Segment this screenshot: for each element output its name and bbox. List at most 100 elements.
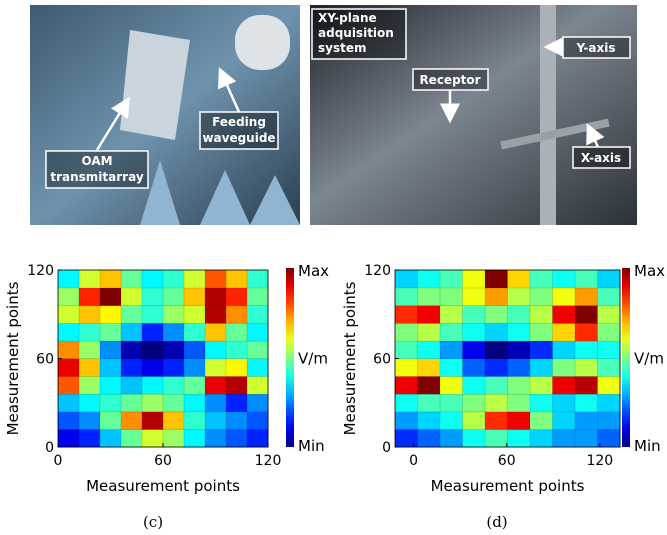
heatmap-cell [463,412,486,430]
y-axis-label: Measurement points [341,281,359,435]
heatmap-cell [598,429,621,447]
heatmap-cell [226,305,247,323]
heatmap-cell [440,376,463,394]
heatmap-cell [553,376,576,394]
heatmap-cell [205,305,226,323]
heatmap-cell [530,429,553,447]
heatmap-cell [205,359,226,377]
heatmap-cell [205,412,226,430]
heatmap-cell [184,323,205,341]
heatmap-cell [163,288,184,306]
heatmap-cell [121,429,142,447]
heatmap-cell [100,359,121,377]
heatmap-cell [598,359,621,377]
heatmap-cell [553,359,576,377]
heatmap-cell [440,323,463,341]
heatmap-cell [163,429,184,447]
heatmap-cell [508,341,531,359]
heatmap-cell [530,394,553,412]
heatmap-cell [184,412,205,430]
heatmap-cell [247,376,268,394]
heatmap-cell [440,270,463,288]
rail-shape [540,5,556,225]
heatmap-cell [58,270,79,288]
heatmap-cell [142,376,163,394]
colorbar [286,268,294,447]
heatmap-cell [163,394,184,412]
heatmap-cell [247,412,268,430]
heatmap-cell [485,429,508,447]
photo-label: Y-axis [576,41,616,55]
heatmap-cell [440,359,463,377]
heatmap-cell [163,323,184,341]
heatmap-cell [440,412,463,430]
heatmap-cell [485,341,508,359]
colorbar-label: V/m [634,350,664,368]
heatmap-cell [530,288,553,306]
heatmap-cell [121,394,142,412]
heatmap-cell [79,288,100,306]
heatmap-cell [58,412,79,430]
heatmap-cell [395,376,418,394]
heatmap-cell [247,305,268,323]
heatmap-cell [463,270,486,288]
heatmap-cell [142,429,163,447]
heatmap-cell [205,288,226,306]
heatmap-cell [508,429,531,447]
heatmap-cell [142,394,163,412]
heatmap-cell [530,341,553,359]
heatmap-cell [58,394,79,412]
heatmap-cell [79,394,100,412]
heatmap-cell [395,429,418,447]
heatmap-cell [553,341,576,359]
heatmap-cell [575,341,598,359]
heatmap-cell [485,359,508,377]
x-tick-label: 0 [54,453,63,469]
heatmap-cell [418,412,441,430]
heatmap-cell [163,412,184,430]
x-tick-label: 60 [154,453,172,469]
heatmap-cell [184,429,205,447]
heatmap-cell [184,270,205,288]
y-tick-label: 120 [27,263,54,279]
heatmap-cell [530,270,553,288]
heatmap-cell [142,323,163,341]
heatmap-cell [508,359,531,377]
heatmap-cell [485,376,508,394]
heatmap-cell [485,270,508,288]
colorbar-label: Max [634,262,665,280]
heatmap-cell [485,412,508,430]
heatmap-cell [247,429,268,447]
heatmap-cell [485,288,508,306]
heatmap-cell [184,288,205,306]
heatmap-cell [395,359,418,377]
heatmap-cell [121,359,142,377]
heatmap-cell [508,288,531,306]
heatmap-cell [575,270,598,288]
heatmap-cell [163,359,184,377]
y-tick-label: 60 [36,352,54,368]
heatmap-cell [58,288,79,306]
heatmap-cell [530,305,553,323]
heatmap-cell [184,359,205,377]
heatmap-cell [485,305,508,323]
heatmap-cell [395,288,418,306]
heatmap-cell [508,376,531,394]
heatmap-cell [575,429,598,447]
heatmap-cell [79,270,100,288]
photo-a: OAMtransmitarray Feedingwaveguide [30,5,300,225]
y-tick-label: 0 [45,440,54,456]
heatmap-cell [100,270,121,288]
heatmap-cell [598,323,621,341]
label-line: transmitarray [50,170,143,184]
heatmap-cell [247,341,268,359]
y-tick-label: 60 [373,352,391,368]
heatmap-cell [184,394,205,412]
heatmap-cell [575,376,598,394]
heatmap-cell [395,270,418,288]
x-axis-label: Measurement points [86,477,240,495]
heatmap-cell [226,288,247,306]
caption: (d) [486,513,507,531]
heatmap-cell [553,412,576,430]
heatmap-cell [79,429,100,447]
